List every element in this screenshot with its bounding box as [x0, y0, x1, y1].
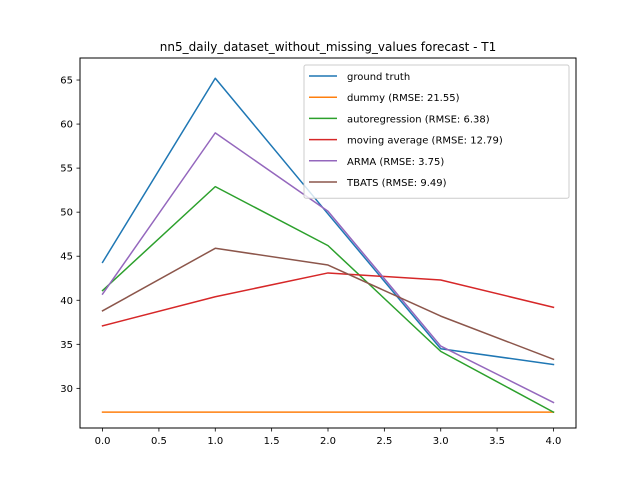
legend-label-0: ground truth — [347, 72, 410, 83]
legend-label-4: ARMA (RMSE: 3.75) — [347, 157, 444, 168]
x-tick-label-2: 1.0 — [207, 436, 223, 447]
legend-label-3: moving average (RMSE: 12.79) — [347, 136, 503, 147]
y-tick-label-5: 55 — [60, 164, 73, 175]
x-tick-label-3: 1.5 — [264, 436, 280, 447]
y-tick-label-7: 65 — [60, 76, 73, 87]
legend-label-2: autoregression (RMSE: 6.38) — [347, 114, 490, 125]
y-tick-label-4: 50 — [60, 208, 73, 219]
chart-title: nn5_daily_dataset_without_missing_values… — [160, 40, 496, 54]
series-line-5 — [101, 247, 555, 361]
series-line-4 — [101, 132, 555, 404]
x-tick-label-4: 2.0 — [320, 436, 336, 447]
series-line-2 — [101, 185, 555, 414]
y-tick-label-1: 35 — [60, 340, 73, 351]
x-tick-label-7: 3.5 — [489, 436, 505, 447]
series-line-3 — [101, 272, 555, 327]
y-tick-label-0: 30 — [60, 384, 73, 395]
x-tick-label-1: 0.5 — [151, 436, 167, 447]
legend-box — [303, 64, 570, 199]
legend-label-1: dummy (RMSE: 21.55) — [347, 93, 460, 104]
series-line-0 — [101, 77, 555, 366]
x-tick-label-6: 3.0 — [433, 436, 449, 447]
axes-layer: 0.0 0.5 1.0 1.5 2.0 2.5 3.0 3.5 4.0 30 35 40 45 50 55 6… — [60, 76, 561, 447]
x-tick-label-5: 2.5 — [376, 436, 392, 447]
x-tick-label-0: 0.0 — [95, 436, 111, 447]
y-tick-label-2: 40 — [60, 296, 73, 307]
y-tick-label-3: 45 — [60, 252, 73, 263]
y-tick-label-6: 60 — [60, 120, 73, 131]
legend: ground truth dummy (RMSE: 21.55) autoregre… — [303, 64, 570, 199]
x-tick-label-8: 4.0 — [546, 436, 562, 447]
series-layer — [101, 77, 555, 414]
legend-label-5: TBATS (RMSE: 9.49) — [346, 178, 447, 189]
